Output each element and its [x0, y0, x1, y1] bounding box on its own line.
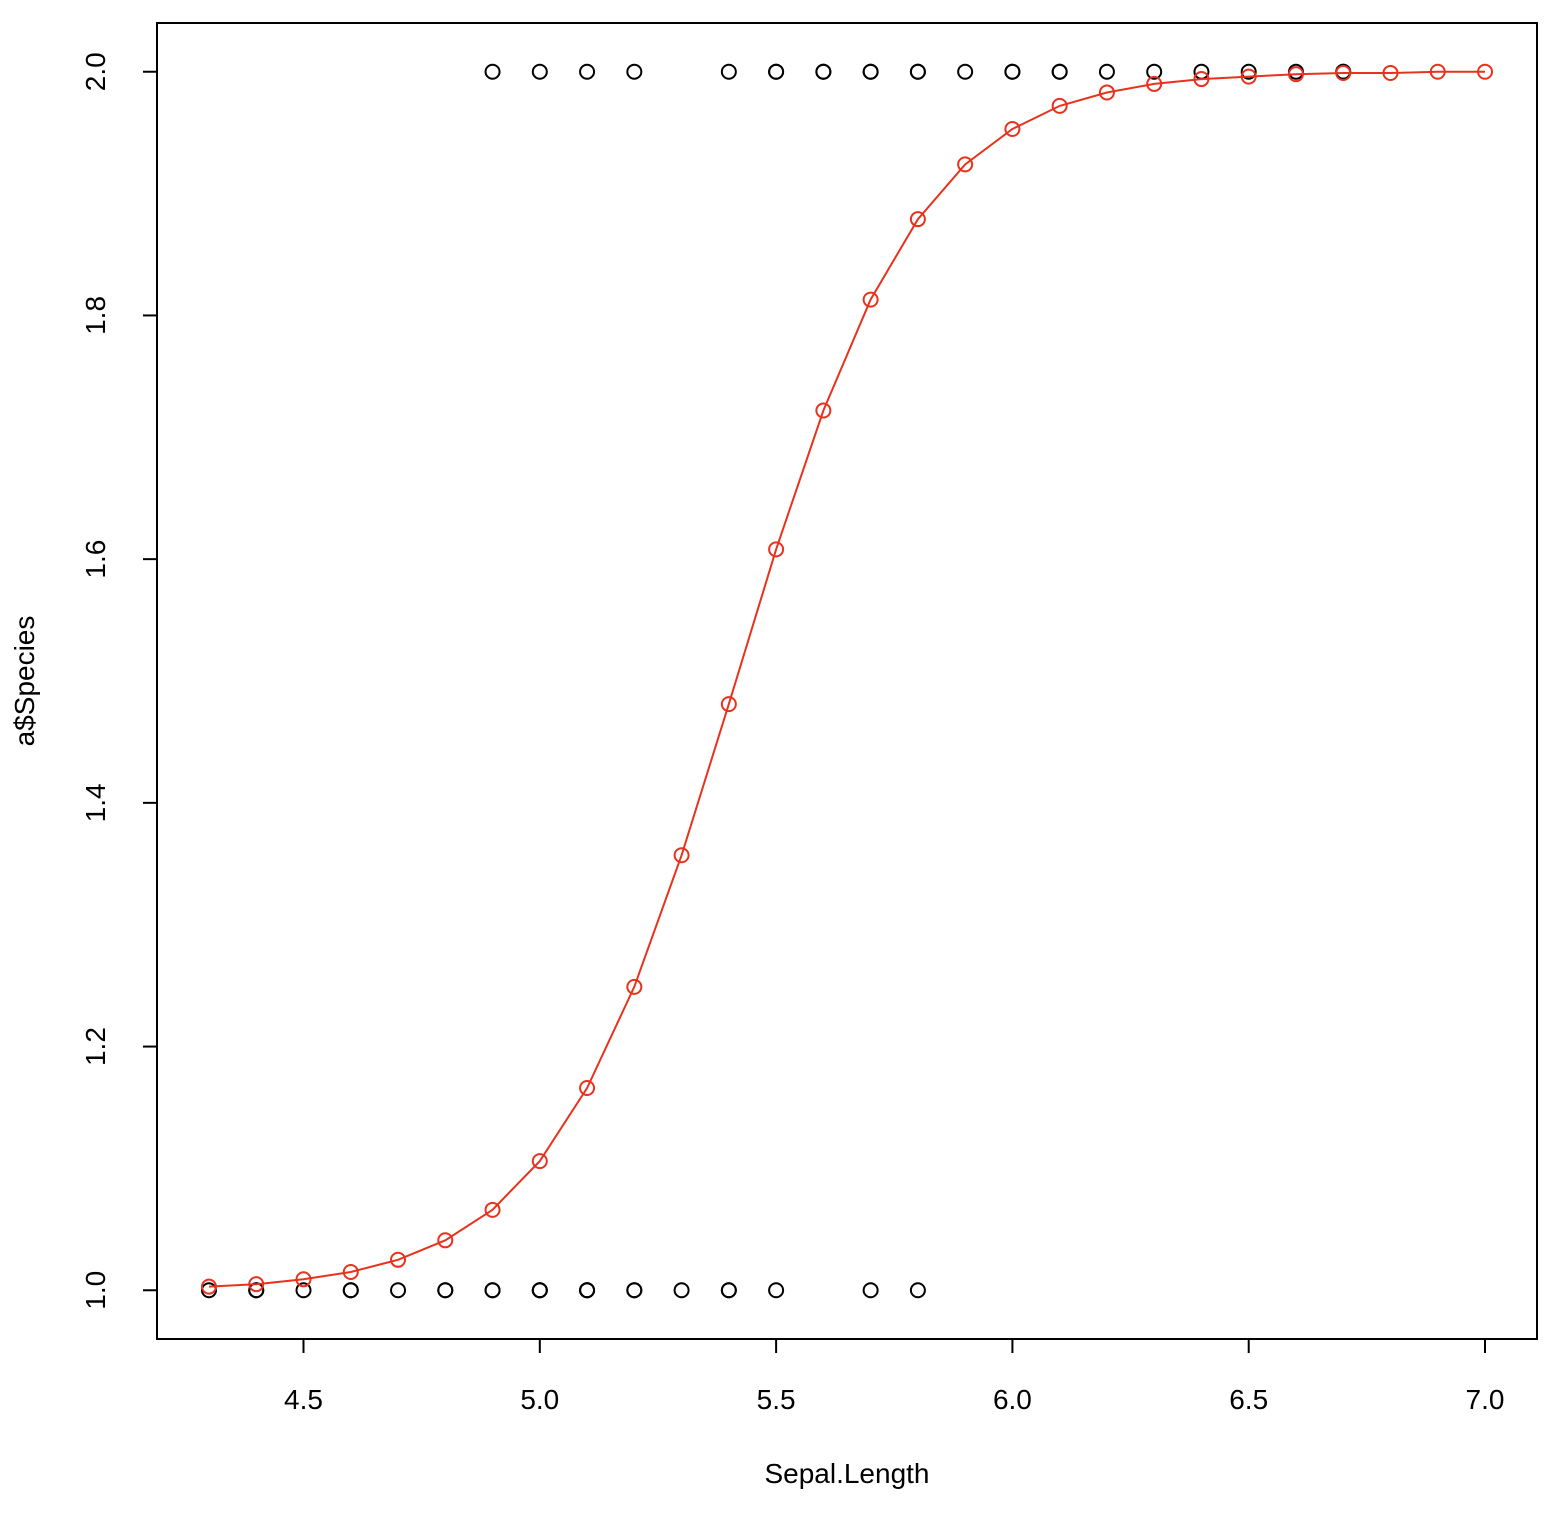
- observed-point: [768, 63, 785, 80]
- y-axis: 1.0 1.2 1.4 1.6 1.8 2.0: [80, 52, 158, 1310]
- y-axis-title: a$Species: [9, 616, 40, 747]
- observed-point: [1098, 63, 1115, 80]
- observed-point: [626, 1282, 643, 1299]
- observed-point: [720, 63, 737, 80]
- fitted-point: [579, 1079, 596, 1096]
- fitted-point: [957, 156, 974, 173]
- observed-point: [531, 1282, 548, 1299]
- fitted-point: [531, 1153, 548, 1170]
- observed-point: [437, 1282, 454, 1299]
- observed-point: [720, 1282, 737, 1299]
- fitted-point: [720, 696, 737, 713]
- observed-point: [909, 1282, 926, 1299]
- observed-point: [295, 1282, 312, 1299]
- observed-point: [484, 63, 501, 80]
- observed-point: [1240, 63, 1257, 80]
- x-tick-label: 4.5: [284, 1384, 323, 1415]
- observed-point: [815, 63, 832, 80]
- fitted-point: [1335, 64, 1352, 81]
- observed-point: [768, 1282, 785, 1299]
- y-tick-label: 1.2: [80, 1027, 111, 1066]
- observed-point: [909, 63, 926, 80]
- fitted-point: [1193, 71, 1210, 88]
- fitted-curve-line: [208, 70, 1485, 1288]
- observed-point: [673, 1282, 690, 1299]
- fitted-point: [390, 1251, 407, 1268]
- observed-point: [484, 1282, 501, 1299]
- fitted-point: [342, 1263, 359, 1280]
- observed-point: [1051, 63, 1068, 80]
- fitted-point: [1240, 68, 1257, 85]
- x-axis-title: Sepal.Length: [764, 1458, 929, 1489]
- y-tick-label: 1.4: [80, 783, 111, 822]
- x-tick-label: 6.0: [993, 1384, 1032, 1415]
- y-tick-label: 1.8: [80, 296, 111, 335]
- x-tick-label: 5.0: [520, 1384, 559, 1415]
- observed-point: [1004, 63, 1021, 80]
- observed-point: [626, 63, 643, 80]
- observed-point: [342, 1282, 359, 1299]
- fitted-point: [484, 1201, 501, 1218]
- fitted-point: [248, 1276, 265, 1293]
- fitted-point: [815, 402, 832, 419]
- fitted-point: [626, 978, 643, 995]
- observed-point: [957, 63, 974, 80]
- observed-point: [531, 63, 548, 80]
- fitted-point: [1004, 121, 1021, 138]
- fitted-point: [1051, 97, 1068, 114]
- observed-point: [1146, 63, 1163, 80]
- observed-point: [862, 63, 879, 80]
- x-tick-label: 7.0: [1466, 1384, 1505, 1415]
- observed-point: [862, 1282, 879, 1299]
- fitted-point: [1477, 63, 1494, 80]
- fitted-point: [1287, 66, 1304, 83]
- fitted-point: [1098, 84, 1115, 101]
- x-tick-label: 5.5: [757, 1384, 796, 1415]
- y-tick-label: 2.0: [80, 52, 111, 91]
- fitted-point: [1382, 64, 1399, 81]
- fitted-point: [768, 541, 785, 558]
- fitted-point: [673, 847, 690, 864]
- data-marks: [200, 63, 1494, 1299]
- fitted-point: [1429, 63, 1446, 80]
- observed-point: [390, 1282, 407, 1299]
- fitted-point: [295, 1271, 312, 1288]
- x-tick-label: 6.5: [1229, 1384, 1268, 1415]
- x-axis: 4.5 5.0 5.5 6.0 6.5 7.0: [284, 1338, 1505, 1415]
- observed-point: [579, 1282, 596, 1299]
- fitted-point: [437, 1232, 454, 1249]
- y-tick-label: 1.6: [80, 540, 111, 579]
- fitted-point: [1146, 75, 1163, 92]
- y-tick-label: 1.0: [80, 1271, 111, 1310]
- plot-frame: [156, 22, 1538, 1340]
- fitted-point: [909, 211, 926, 228]
- fitted-point: [862, 291, 879, 308]
- fitted-point: [200, 1278, 217, 1295]
- observed-point: [579, 63, 596, 80]
